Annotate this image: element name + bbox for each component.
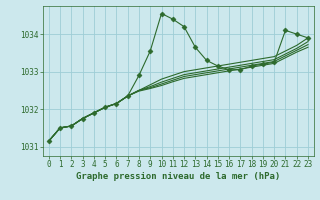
X-axis label: Graphe pression niveau de la mer (hPa): Graphe pression niveau de la mer (hPa) (76, 172, 281, 181)
